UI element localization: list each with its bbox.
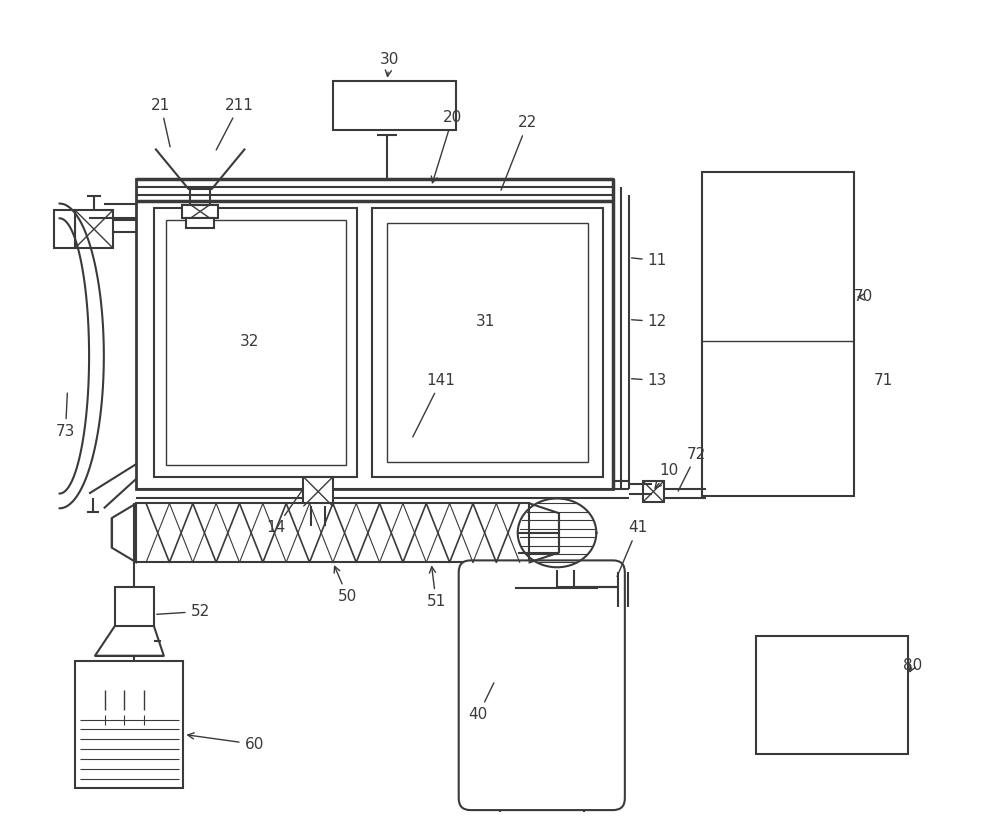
Bar [525,570,589,588]
Bar [115,587,154,627]
Text: 52: 52 [157,604,210,619]
Text: 12: 12 [632,314,667,329]
Text: 41: 41 [617,520,647,577]
Text: 141: 141 [413,373,455,437]
Text: 14: 14 [266,491,302,536]
Bar [643,481,664,502]
Text: 11: 11 [632,253,667,268]
Bar [333,81,456,130]
Bar [54,210,75,248]
Text: 32: 32 [240,333,259,349]
Text: 21: 21 [151,97,170,147]
Text: 80: 80 [903,658,923,673]
Text: 71: 71 [874,373,893,388]
Text: 22: 22 [501,115,537,190]
Text: 60: 60 [188,733,264,752]
Text: 10: 10 [655,464,679,488]
Bar [372,209,603,477]
Bar [387,224,588,462]
Text: 51: 51 [426,567,446,609]
Bar [702,172,854,496]
Bar [303,477,333,506]
Bar [186,219,214,229]
Text: 50: 50 [334,567,357,604]
Bar [136,504,529,563]
Bar [166,220,346,465]
Bar [182,205,218,219]
Bar [75,210,113,248]
Bar [154,209,357,477]
Text: 40: 40 [469,683,494,722]
Text: 20: 20 [431,110,462,183]
Text: 73: 73 [56,393,75,439]
Text: 211: 211 [216,97,254,150]
FancyBboxPatch shape [459,560,625,810]
Bar [75,661,183,789]
Bar [756,636,908,754]
Text: 70: 70 [854,289,873,305]
Text: 72: 72 [678,446,706,491]
Text: 31: 31 [476,314,495,329]
Text: 13: 13 [632,373,667,388]
Bar [136,179,613,489]
Text: 30: 30 [380,52,400,76]
